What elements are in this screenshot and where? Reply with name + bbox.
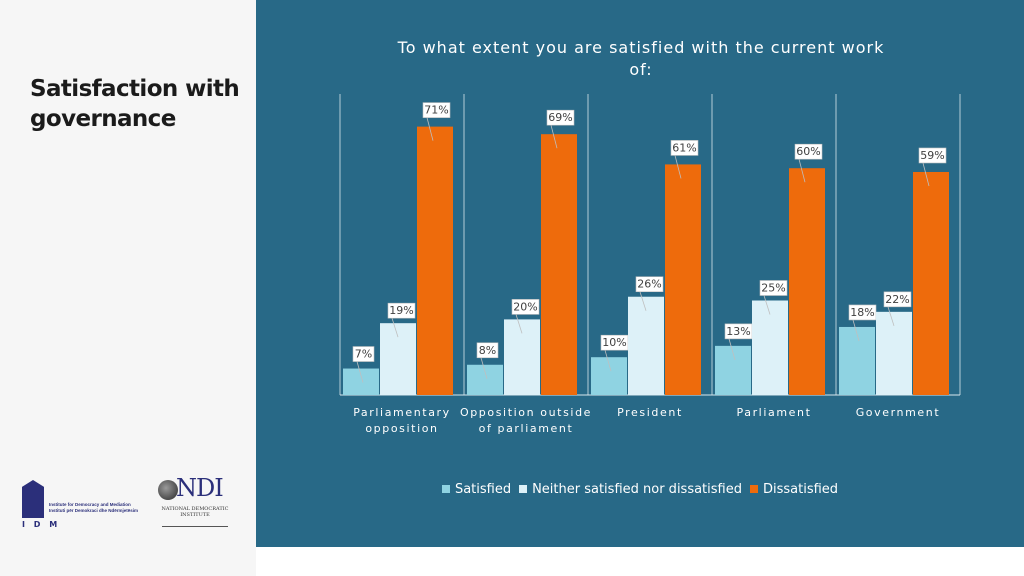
data-label-leader <box>674 155 682 179</box>
bar <box>504 319 540 395</box>
data-label-leader <box>728 338 736 360</box>
chart-legend: Satisfied Neither satisfied nor dissatisf… <box>256 482 1024 497</box>
legend-item: Dissatisfied <box>749 482 839 497</box>
data-label-box <box>476 342 499 359</box>
legend-swatch <box>441 485 450 493</box>
x-tick-label: Opposition outside <box>460 406 592 419</box>
ndi-divider <box>162 526 228 527</box>
data-label-leader <box>604 350 612 372</box>
data-label-box <box>511 299 540 315</box>
data-label: 60% <box>796 145 820 158</box>
bar <box>343 368 379 395</box>
data-label-leader <box>887 306 895 326</box>
slide-title: Satisfaction with governance <box>30 76 240 132</box>
data-label: 13% <box>726 325 750 338</box>
data-label: 26% <box>637 278 661 291</box>
data-label-box <box>794 143 823 160</box>
idm-name-line2: Instituti për Demokraci dhe Ndërmjetësim <box>49 508 139 513</box>
idm-emblem-icon <box>22 480 44 518</box>
data-label: 59% <box>920 149 944 162</box>
left-pane: Satisfaction with governance I D M Insti… <box>0 0 256 576</box>
data-label-leader <box>426 117 434 141</box>
legend-item: Satisfied <box>441 482 512 497</box>
bar <box>789 168 825 395</box>
legend-label: Neither satisfied nor dissatisfied <box>532 482 742 497</box>
data-label-leader <box>852 319 860 342</box>
bar <box>417 126 453 396</box>
data-label-box <box>422 102 451 118</box>
bar <box>628 296 664 395</box>
idm-name-line1: Institute for Democracy and Mediation <box>49 502 131 507</box>
data-label-box <box>635 276 664 293</box>
globe-icon <box>158 480 178 500</box>
data-label: 20% <box>513 300 537 313</box>
data-label-box <box>546 109 575 126</box>
bar <box>752 300 788 395</box>
bar <box>876 311 912 395</box>
ndi-name: NATIONAL DEMOCRATIC INSTITUTE <box>161 506 229 518</box>
chart-title: To what extent you are satisfied with th… <box>397 38 885 79</box>
chart-panel: To what extent you are satisfied with th… <box>256 0 1024 547</box>
data-label-box <box>352 346 375 362</box>
idm-name: Institute for Democracy and Mediation In… <box>49 502 139 514</box>
x-tick-label: Parliamentary <box>353 406 451 419</box>
ndi-mark: NDI <box>176 474 224 502</box>
data-label-leader <box>391 318 399 338</box>
data-label-leader <box>639 291 647 311</box>
data-label: 10% <box>602 336 626 349</box>
legend-swatch <box>519 485 528 493</box>
ndi-logo: NDI NATIONAL DEMOCRATIC INSTITUTE <box>156 474 236 534</box>
idm-letters: I D M <box>22 520 61 529</box>
data-label-leader <box>515 314 523 334</box>
x-tick-label: of parliament <box>479 422 574 435</box>
data-label-leader <box>763 295 771 315</box>
x-tick-label: President <box>617 406 683 419</box>
bar <box>665 164 701 395</box>
idm-logo: I D M Institute for Democracy and Mediat… <box>22 480 142 529</box>
x-tick-label: opposition <box>365 422 438 435</box>
data-label-box <box>387 302 416 319</box>
data-label-leader <box>356 361 364 383</box>
data-label-leader <box>798 159 806 183</box>
bar <box>541 134 577 395</box>
data-label: 25% <box>761 282 785 295</box>
bar <box>913 171 949 395</box>
legend-item: Neither satisfied nor dissatisfied <box>519 482 742 497</box>
x-tick-label: Parliament <box>736 406 811 419</box>
data-label: 69% <box>548 111 572 124</box>
data-label-box <box>670 140 699 156</box>
data-label: 22% <box>885 293 909 306</box>
data-label: 7% <box>355 348 372 361</box>
legend-label: Satisfied <box>454 482 512 497</box>
data-label: 61% <box>672 141 696 154</box>
bar <box>839 326 875 395</box>
x-tick-label: Government <box>856 406 941 419</box>
data-label-leader <box>922 162 930 187</box>
legend-swatch <box>749 485 758 493</box>
data-label-leader <box>480 357 488 379</box>
bar <box>467 364 503 395</box>
data-label: 71% <box>424 104 448 117</box>
legend-label: Dissatisfied <box>762 482 839 497</box>
data-label: 19% <box>389 304 413 317</box>
data-label: 8% <box>479 344 496 357</box>
data-label: 18% <box>850 306 874 319</box>
bottom-strip <box>256 547 1024 576</box>
data-label-box <box>918 147 947 164</box>
data-label-box <box>759 280 788 296</box>
data-label-leader <box>550 125 558 149</box>
bar <box>380 323 416 395</box>
logos: I D M Institute for Democracy and Mediat… <box>18 474 248 534</box>
data-label-box <box>883 291 912 308</box>
bar-chart: 7% 19% 71% Parliamentary opposition 8% 20% 69% O… <box>339 94 961 435</box>
